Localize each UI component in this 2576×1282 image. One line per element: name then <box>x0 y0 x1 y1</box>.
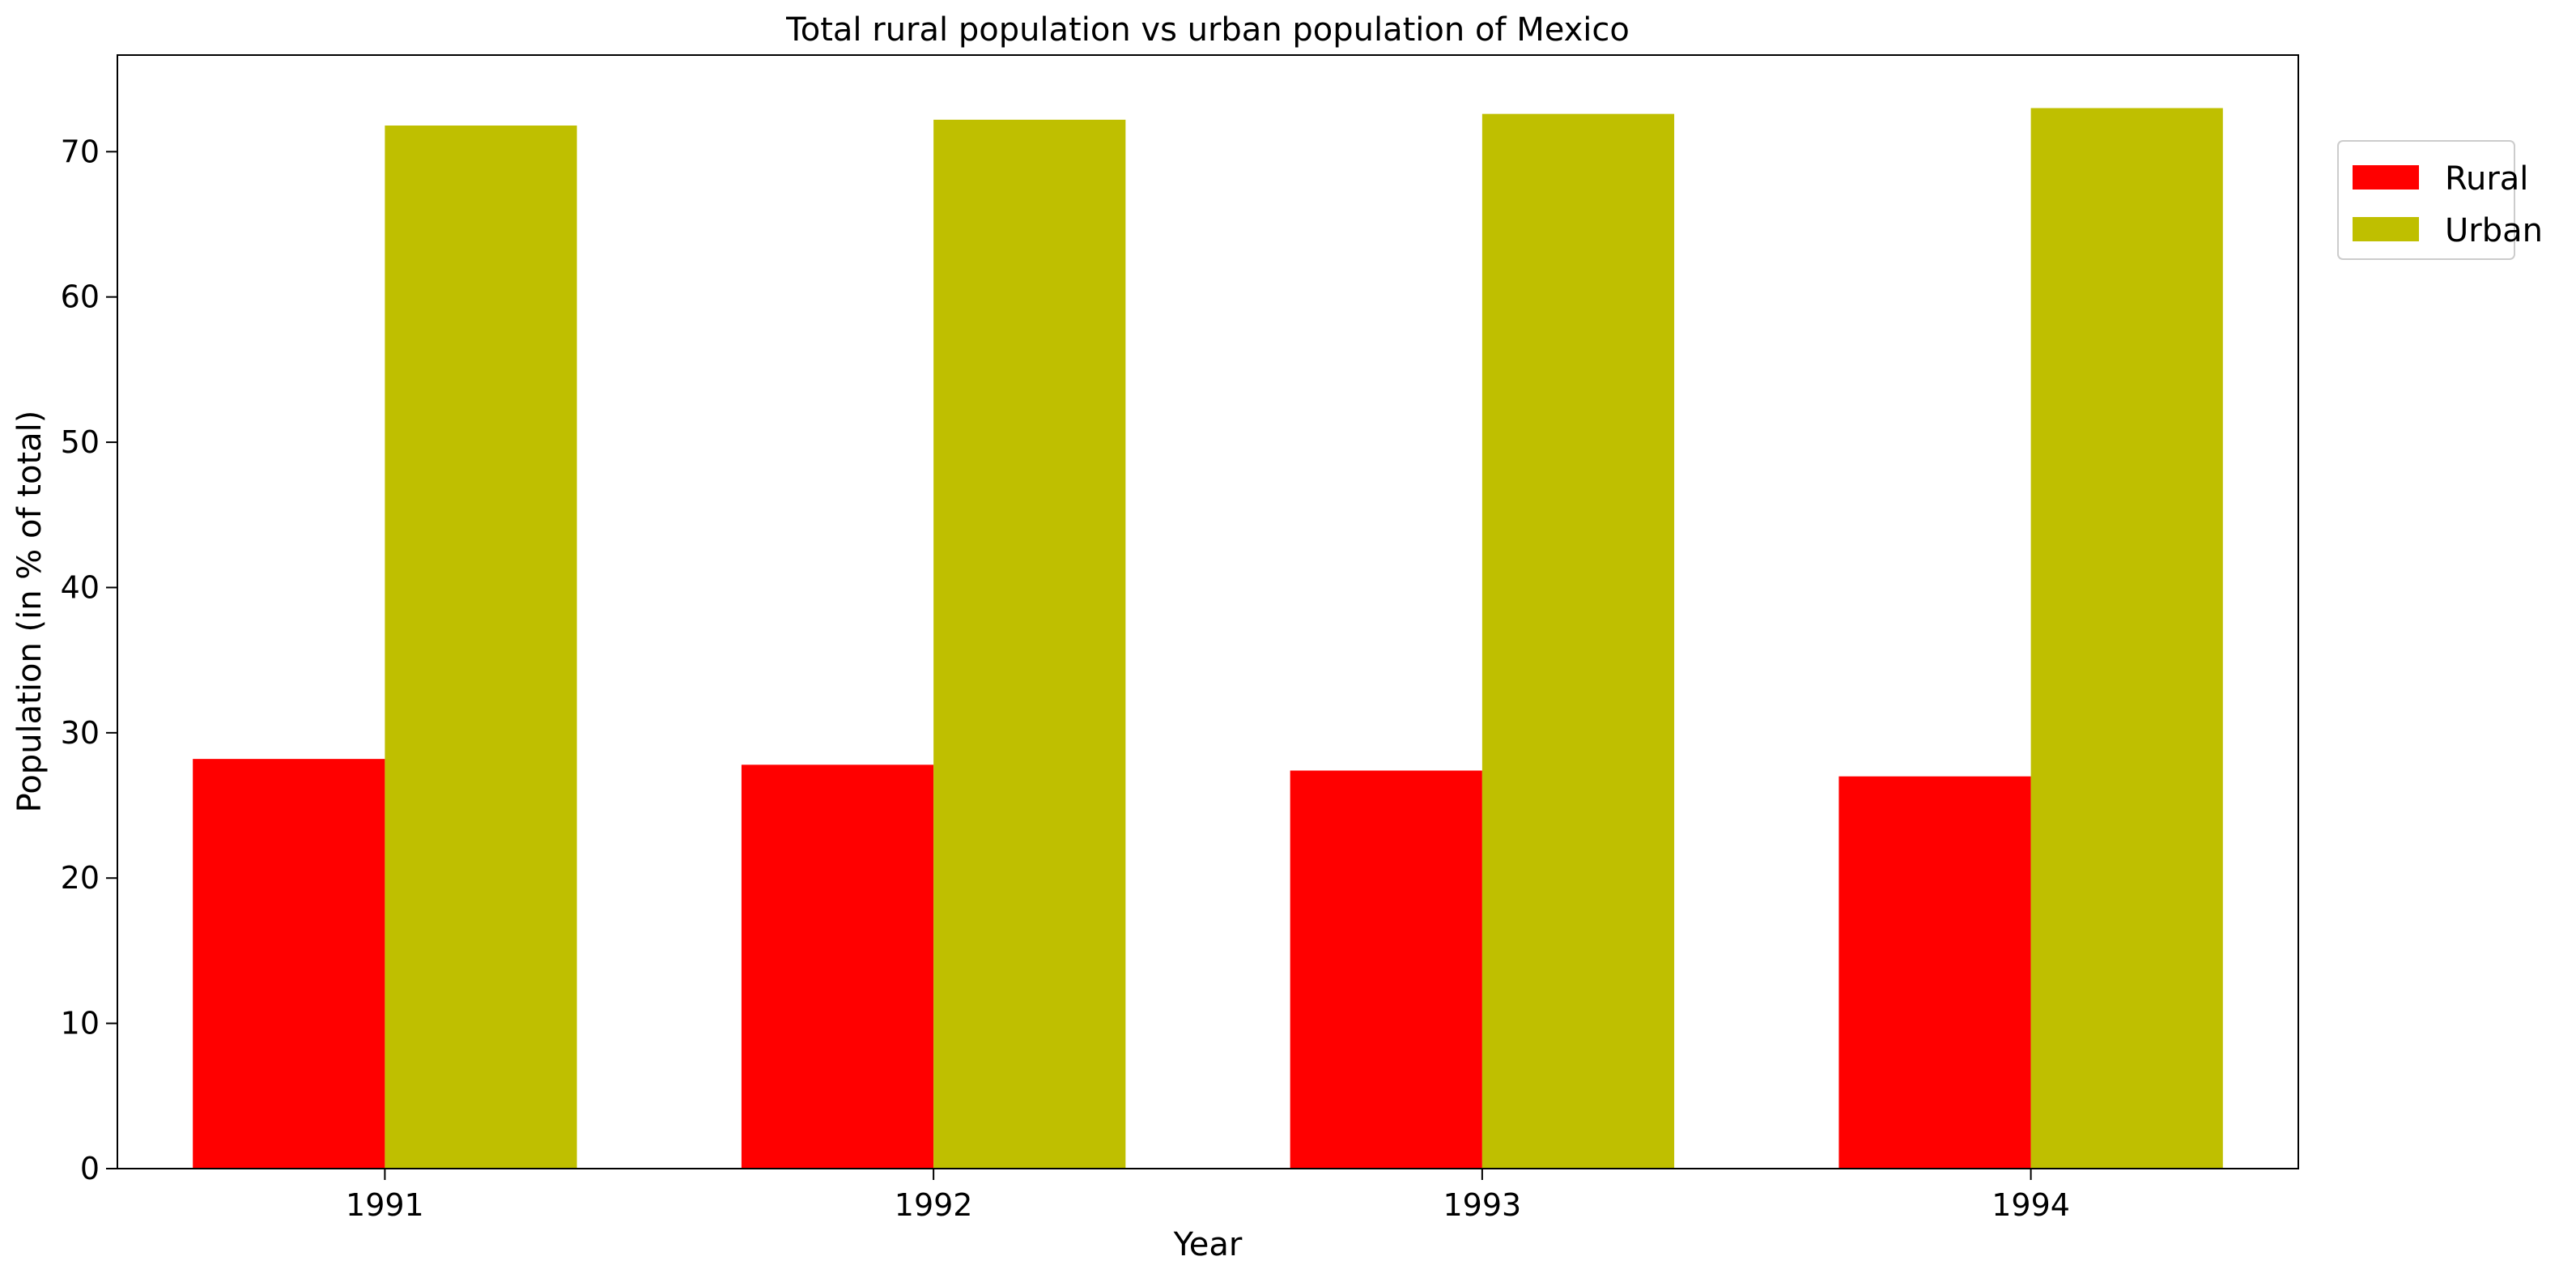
y-tick-label: 50 <box>61 424 100 460</box>
y-axis-ticks: 0 10 20 30 40 50 60 70 <box>61 134 117 1186</box>
legend-label-urban: Urban <box>2445 212 2543 249</box>
bars-layer <box>193 108 2223 1169</box>
legend-label-rural: Rural <box>2445 160 2528 198</box>
y-tick-label: 20 <box>61 860 100 896</box>
bar-rural-1994 <box>1838 776 2031 1169</box>
y-axis-label: Population (in % of total) <box>11 411 49 813</box>
x-tick-label: 1991 <box>346 1187 424 1223</box>
legend-swatch-urban <box>2353 217 2419 241</box>
y-tick-label: 70 <box>61 134 100 169</box>
bar-urban-1992 <box>933 119 1126 1169</box>
x-tick-label: 1992 <box>895 1187 973 1223</box>
y-tick-label: 0 <box>80 1151 100 1186</box>
legend-swatch-rural <box>2353 165 2419 190</box>
x-tick-label: 1994 <box>1992 1187 2070 1223</box>
bar-urban-1991 <box>385 126 577 1169</box>
y-tick-label: 40 <box>61 569 100 605</box>
chart-title: Total rural population vs urban populati… <box>785 11 1630 49</box>
plot-area-frame <box>117 54 2299 1169</box>
legend: Rural Urban <box>2337 140 2543 260</box>
y-tick-label: 60 <box>61 279 100 315</box>
bar-rural-1993 <box>1290 770 1482 1169</box>
bar-rural-1991 <box>193 759 385 1169</box>
bar-urban-1993 <box>1481 113 1675 1169</box>
bar-rural-1992 <box>741 765 934 1169</box>
y-tick-label: 30 <box>61 715 100 751</box>
y-tick-label: 10 <box>61 1006 100 1041</box>
x-axis-label: Year <box>1173 1226 1243 1263</box>
x-tick-label: 1993 <box>1443 1187 1522 1223</box>
bar-urban-1994 <box>2030 108 2223 1169</box>
x-axis-ticks: 1991 1992 1993 1994 <box>346 1169 2070 1223</box>
